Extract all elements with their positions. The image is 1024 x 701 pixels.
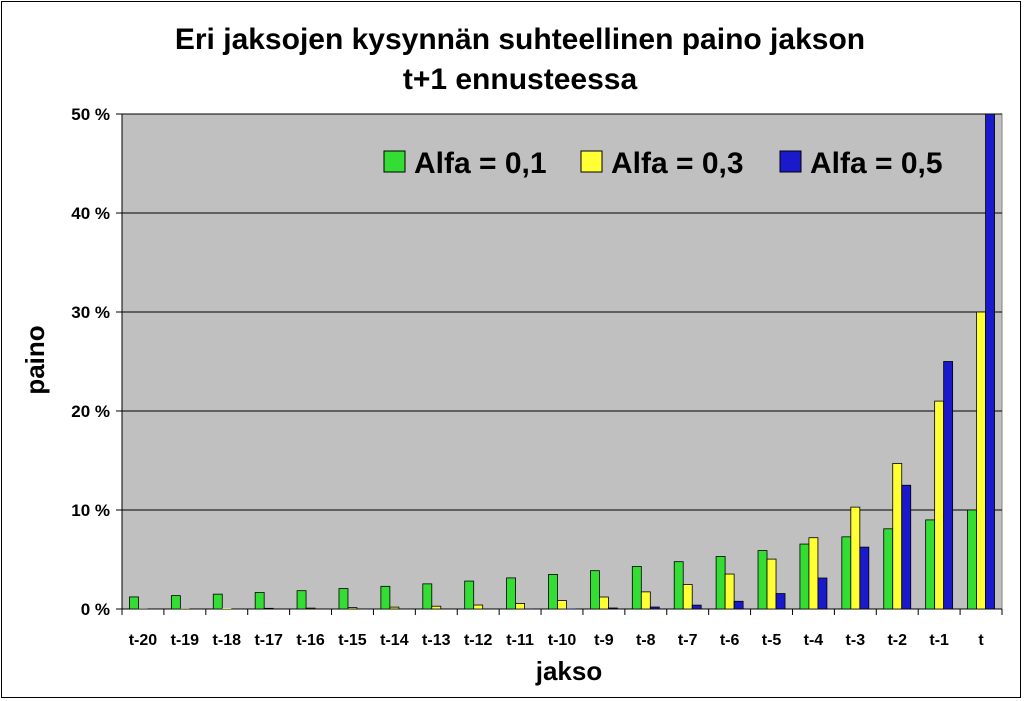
bar-2-t-7 <box>682 584 693 610</box>
bar-1-t-11 <box>506 577 516 610</box>
bar-1-t-9 <box>590 570 600 610</box>
bar-1-t <box>967 509 977 610</box>
bar-3-t-4 <box>817 577 828 610</box>
legend-label-2: Alfa = 0,3 <box>611 147 744 180</box>
bar-2-t-16 <box>305 607 316 610</box>
y-tick-label: 10 % <box>71 501 110 520</box>
bar-3-t-9 <box>608 607 618 610</box>
x-tick-label: t-8 <box>636 632 656 649</box>
x-tick-label: t-20 <box>129 632 158 649</box>
bars <box>129 113 995 610</box>
bar-1-t-6 <box>715 556 726 610</box>
x-tick-label: t-6 <box>720 632 740 649</box>
bar-1-t-16 <box>296 590 307 610</box>
x-tick-label: t-12 <box>464 632 493 649</box>
bar-2-t-10 <box>557 600 567 610</box>
plot-area <box>121 113 1003 610</box>
chart-title: Eri jaksojen kysynnän suhteellinen paino… <box>100 20 940 100</box>
y-tick-label: 20 % <box>71 402 110 421</box>
y-tick-label: 40 % <box>71 204 110 223</box>
legend-label-3: Alfa = 0,5 <box>810 147 943 180</box>
bar-1-t-15 <box>338 588 349 610</box>
x-tick-label: t-18 <box>213 632 242 649</box>
y-axis-title: paino <box>20 325 50 394</box>
legend-label-1: Alfa = 0,1 <box>414 147 547 180</box>
bar-2-t-4 <box>808 537 819 610</box>
bar-2-t-11 <box>515 603 525 610</box>
bar-1-t-12 <box>464 580 475 610</box>
bar-2-t-6 <box>724 573 735 610</box>
bar-1-t-3 <box>841 536 852 610</box>
x-tick-label: t-10 <box>548 632 577 649</box>
x-tick-label: t-5 <box>762 632 782 649</box>
legend-swatch-3 <box>779 150 802 173</box>
bar-3-t-7 <box>691 604 702 610</box>
chart-title-line-1: Eri jaksojen kysynnän suhteellinen paino… <box>174 23 866 56</box>
bar-2-t-9 <box>599 596 609 610</box>
x-tick-label: t-3 <box>846 632 866 649</box>
bar-3-t-6 <box>733 600 744 610</box>
bar-3-t-3 <box>859 546 870 610</box>
bar-3-t-8 <box>649 606 660 610</box>
bar-2-t-2 <box>892 463 903 610</box>
x-tick-label: t-13 <box>422 632 451 649</box>
bar-1-t-1 <box>925 519 936 610</box>
y-tick-labels: 0 % 10 % 20 % 30 % 40 % 50 % <box>71 105 110 619</box>
bar-1-t-8 <box>631 566 642 610</box>
y-tick-label: 50 % <box>71 105 110 124</box>
bar-2-t-5 <box>766 558 777 610</box>
bar-1-t-20 <box>129 596 139 610</box>
bar-3-t <box>985 113 995 610</box>
x-tick-label: t-2 <box>887 632 907 649</box>
x-tick-label: t-16 <box>296 632 325 649</box>
x-tick-label: t-1 <box>929 632 949 649</box>
y-tick-label: 30 % <box>71 303 110 322</box>
bar-1-t-10 <box>548 574 558 610</box>
bar-2-t-1 <box>934 400 945 610</box>
bar-2-t-3 <box>850 506 861 610</box>
bar-2-t <box>976 311 986 610</box>
bar-2-t-12 <box>473 604 484 610</box>
legend-swatch-2 <box>580 150 603 173</box>
bar-2-t-8 <box>640 591 651 610</box>
legend: Alfa = 0,1 Alfa = 0,3 Alfa = 0,5 <box>383 147 943 180</box>
x-tick-label: t-14 <box>380 632 409 649</box>
legend-swatch-1 <box>383 150 406 173</box>
bar-2-t-15 <box>347 607 358 610</box>
bar-1-t-18 <box>212 593 223 610</box>
bar-1-t-14 <box>380 585 391 610</box>
bar-2-t-13 <box>431 605 442 610</box>
bar-1-t-5 <box>757 550 768 610</box>
x-tick-label: t <box>978 632 984 649</box>
bar-3-t-1 <box>943 361 954 610</box>
bar-3-t-5 <box>775 593 786 610</box>
x-axis-title: jakso <box>535 656 603 686</box>
bar-3-t-2 <box>901 484 912 610</box>
bar-2-t-17 <box>263 607 274 610</box>
x-tick-labels: t-20 t-19 t-18 t-17 t-16 t-15 t-14 t-13 t-12 t-11… <box>129 632 985 649</box>
bar-1-t-13 <box>422 583 433 610</box>
x-tick-label: t-9 <box>594 632 614 649</box>
bar-1-t-19 <box>170 595 181 610</box>
bar-1-t-7 <box>673 561 684 610</box>
x-tick-label: t-15 <box>338 632 367 649</box>
x-tick-label: t-11 <box>506 632 534 649</box>
bar-1-t-4 <box>799 543 810 610</box>
bar-1-t-2 <box>883 528 894 610</box>
x-tick-label: t-7 <box>678 632 698 649</box>
x-tick-label: t-17 <box>254 632 283 649</box>
x-tick-label: t-4 <box>804 632 824 649</box>
bar-1-t-17 <box>254 592 265 610</box>
bar-2-t-14 <box>389 606 400 610</box>
x-tick-label: t-19 <box>171 632 200 649</box>
chart-title-line-2: t+1 ennusteessa <box>402 63 638 96</box>
y-tick-label: 0 % <box>81 600 110 619</box>
